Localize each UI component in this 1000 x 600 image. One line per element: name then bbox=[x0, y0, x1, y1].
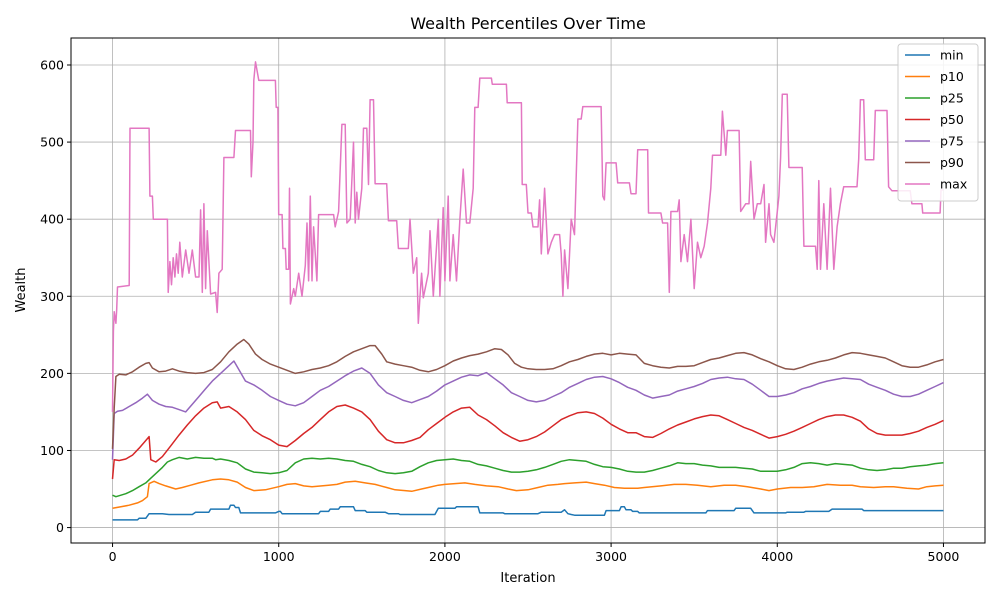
legend-label-max: max bbox=[940, 177, 967, 192]
series-line-p50 bbox=[111, 401, 944, 480]
y-tick-label: 600 bbox=[40, 57, 64, 72]
x-tick-label: 4000 bbox=[761, 549, 793, 564]
legend-label-min: min bbox=[940, 48, 964, 63]
y-tick-label: 400 bbox=[40, 212, 64, 227]
y-tick-label: 300 bbox=[40, 289, 64, 304]
y-tick-label: 500 bbox=[40, 135, 64, 150]
series-line-max bbox=[111, 61, 944, 412]
x-tick-label: 2000 bbox=[429, 549, 461, 564]
plot-frame bbox=[70, 37, 986, 544]
legend-label-p75: p75 bbox=[940, 134, 964, 149]
legend: min p10 p25 p50 p75 p90 max bbox=[897, 43, 979, 202]
legend-label-p25: p25 bbox=[940, 91, 964, 106]
legend-items: min p10 p25 p50 p75 p90 max bbox=[905, 48, 967, 192]
series-line-p90 bbox=[111, 338, 944, 449]
x-tick-label: 0 bbox=[109, 549, 117, 564]
y-axis-label: Wealth bbox=[14, 267, 29, 312]
series-lines bbox=[111, 61, 944, 521]
x-tick-label: 1000 bbox=[263, 549, 295, 564]
y-tick-label: 100 bbox=[40, 443, 64, 458]
y-tick-label: 200 bbox=[40, 366, 64, 381]
axis-ticks: 0 1000 2000 3000 4000 5000 0 100 200 300 400 500 600 bbox=[40, 57, 959, 564]
legend-label-p50: p50 bbox=[940, 112, 964, 127]
y-tick-label: 0 bbox=[56, 520, 64, 535]
chart-title: Wealth Percentiles Over Time bbox=[410, 14, 646, 33]
series-line-min bbox=[112, 504, 944, 521]
x-tick-label: 5000 bbox=[928, 549, 960, 564]
legend-label-p90: p90 bbox=[940, 155, 964, 170]
legend-label-p10: p10 bbox=[940, 69, 964, 84]
series-line-p75 bbox=[111, 360, 944, 460]
x-axis-label: Iteration bbox=[500, 571, 555, 586]
x-tick-label: 3000 bbox=[595, 549, 627, 564]
series-line-p25 bbox=[112, 456, 944, 498]
series-line-p10 bbox=[112, 478, 944, 510]
